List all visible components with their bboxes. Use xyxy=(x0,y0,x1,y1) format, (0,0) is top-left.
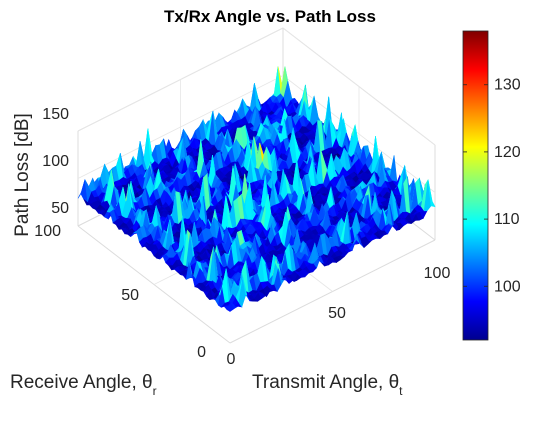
z-axis: 150 100 50 Path Loss [dB] xyxy=(12,106,69,237)
surface-cell xyxy=(427,179,436,208)
x-axis: 0 50 100 Transmit Angle, θt xyxy=(227,265,451,398)
y-axis-label: Receive Angle, θr xyxy=(10,372,157,398)
z-tick-label-100: 100 xyxy=(42,153,69,170)
z-tick-label-150: 150 xyxy=(42,106,69,123)
colorbar-tick-label: 130 xyxy=(494,77,521,94)
grid-line xyxy=(282,27,436,146)
grid-line xyxy=(77,27,284,132)
y-tick-label-0: 0 xyxy=(197,344,206,361)
colorbar-tick-label: 110 xyxy=(494,211,520,228)
grid-line xyxy=(282,75,436,193)
chart-title: Tx/Rx Angle vs. Path Loss xyxy=(164,7,376,26)
x-axis-label-text: Transmit Angle, θ xyxy=(252,372,399,393)
x-axis-label: Transmit Angle, θt xyxy=(252,372,403,398)
colorbar-tick-label: 100 xyxy=(494,278,521,295)
grid-line xyxy=(77,75,284,179)
y-tick-label-100: 100 xyxy=(34,223,61,240)
y-axis: 100 50 0 Receive Angle, θr xyxy=(10,223,206,398)
x-tick-label-50: 50 xyxy=(328,305,346,322)
z-tick-label-50: 50 xyxy=(51,200,69,217)
x-tick-label-100: 100 xyxy=(424,265,451,282)
x-tick-label-0: 0 xyxy=(227,351,236,368)
surface-plot xyxy=(77,66,436,312)
y-axis-label-text: Receive Angle, θ xyxy=(10,372,153,393)
z-axis-label: Path Loss [dB] xyxy=(12,113,33,237)
y-axis-label-subscript: r xyxy=(153,384,157,398)
colorbar: 100 110 120 130 xyxy=(462,30,521,341)
colorbar-ticks: 100 110 120 130 xyxy=(463,77,521,295)
colorbar-tick-label: 120 xyxy=(494,144,521,161)
colorbar-gradient xyxy=(462,30,489,341)
y-tick-label-50: 50 xyxy=(121,287,139,304)
x-axis-label-subscript: t xyxy=(399,384,403,398)
